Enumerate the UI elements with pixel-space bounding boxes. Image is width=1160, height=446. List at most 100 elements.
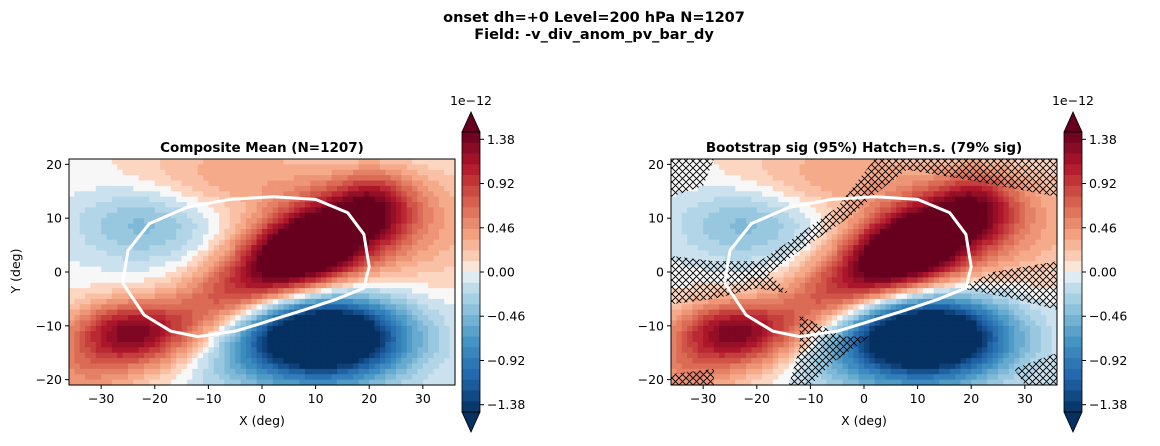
left-heatmap-cell (363, 336, 370, 343)
left-heatmap-cell (315, 169, 322, 176)
left-heatmap-cell (219, 185, 226, 192)
left-heatmap-cell (385, 191, 392, 198)
left-heatmap-cell (449, 347, 456, 354)
right-heatmap-cell (713, 234, 720, 241)
right-heatmap-cell (735, 331, 742, 338)
left-heatmap-cell (304, 368, 311, 375)
right-heatmap-cell (767, 298, 774, 305)
right-heatmap-cell (837, 282, 844, 289)
left-heatmap-cell (374, 218, 381, 225)
right-heatmap-cell (751, 202, 758, 209)
right-heatmap-cell (837, 245, 844, 252)
right-heatmap-cell (880, 368, 887, 375)
left-heatmap-cell (337, 331, 344, 338)
right-heatmap-cell (869, 293, 876, 300)
left-heatmap-cell (85, 266, 92, 273)
right-heatmap-cell (794, 352, 801, 359)
left-heatmap-cell (149, 234, 156, 241)
right-heatmap-cell (869, 358, 876, 365)
left-heatmap-cell (165, 175, 172, 182)
left-heatmap-cell (213, 245, 220, 252)
right-heatmap-cell (762, 250, 769, 257)
left-heatmap-cell (176, 250, 183, 257)
left-heatmap-cell (111, 347, 118, 354)
left-heatmap-cell (315, 266, 322, 273)
right-heatmap-cell (901, 234, 908, 241)
left-heatmap-cell (353, 234, 360, 241)
left-heatmap-cell (310, 379, 317, 386)
left-heatmap-cell (337, 266, 344, 273)
left-heatmap-cell (417, 363, 424, 370)
right-heatmap-cell (853, 164, 860, 171)
right-heatmap-cell (880, 212, 887, 219)
right-heatmap-cell (724, 331, 731, 338)
left-heatmap-cell (396, 298, 402, 305)
left-heatmap-cell (369, 309, 376, 316)
right-heatmap-cell (671, 245, 677, 252)
left-heatmap-cell (186, 196, 193, 203)
left-heatmap-cell (181, 336, 188, 343)
left-heatmap-cell (449, 223, 456, 230)
left-heatmap-cell (401, 331, 408, 338)
left-heatmap-cell (85, 180, 92, 187)
left-heatmap-cell (390, 185, 397, 192)
right-heatmap-cell (896, 223, 903, 230)
left-heatmap-cell (219, 169, 226, 176)
left-heatmap-cell (203, 368, 209, 375)
left-heatmap-cell (160, 228, 167, 235)
right-heatmap-cell (703, 223, 710, 230)
right-heatmap-cell (874, 309, 881, 316)
left-heatmap-cell (101, 239, 108, 246)
left-heatmap-cell (385, 196, 392, 203)
left-heatmap-cell (320, 331, 327, 338)
left-heatmap-cell (79, 374, 86, 381)
right-heatmap-cell (708, 347, 715, 354)
left-heatmap-cell (240, 282, 247, 289)
left-heatmap-cell (417, 185, 424, 192)
left-heatmap-cell (197, 288, 204, 295)
right-heatmap-cell (880, 347, 887, 354)
left-heatmap-cell (160, 272, 167, 278)
right-heatmap-cell (713, 320, 720, 327)
left-heatmap-cell (353, 282, 360, 289)
right-heatmap-cell (805, 169, 811, 176)
right-heatmap-cell (713, 185, 720, 192)
right-heatmap-cell (708, 196, 715, 203)
right-heatmap-cell (751, 196, 758, 203)
right-heatmap-cell (767, 374, 774, 381)
left-heatmap-cell (283, 212, 290, 219)
left-heatmap-cell (288, 363, 295, 370)
left-heatmap-cell (74, 331, 81, 338)
left-heatmap-cell (417, 250, 424, 257)
right-heatmap-cell (788, 368, 795, 375)
left-heatmap-cell (428, 347, 435, 354)
right-heatmap-cell (783, 309, 790, 316)
right-heatmap-cell (713, 358, 720, 365)
left-heatmap-cell (272, 169, 279, 176)
left-heatmap-cell (208, 309, 215, 316)
left-heatmap-cell (433, 223, 440, 230)
left-heatmap-cell (240, 309, 247, 316)
left-heatmap-cell (379, 250, 386, 257)
left-heatmap-cell (417, 315, 424, 322)
right-heatmap-cell (756, 368, 763, 375)
left-heatmap-cell (197, 293, 204, 300)
right-heatmap-cell (890, 288, 897, 295)
left-heatmap-cell (79, 277, 86, 284)
left-heatmap-cell (326, 331, 333, 338)
right-heatmap-cell (756, 315, 763, 322)
left-heatmap-cell (208, 315, 215, 322)
left-heatmap-cell (117, 363, 124, 370)
right-heatmap-cell (874, 288, 881, 295)
left-heatmap-cell (299, 298, 306, 305)
right-heatmap-cell (671, 223, 677, 230)
left-heatmap-cell (267, 288, 274, 295)
left-heatmap-cell (117, 218, 124, 225)
left-heatmap-cell (181, 234, 188, 241)
left-heatmap-cell (278, 331, 285, 338)
right-heatmap-cell (681, 304, 688, 311)
right-heatmap-cell (772, 196, 779, 203)
left-heatmap-cell (294, 320, 301, 327)
left-heatmap-cell (117, 347, 124, 354)
right-heatmap-cell (703, 212, 710, 219)
